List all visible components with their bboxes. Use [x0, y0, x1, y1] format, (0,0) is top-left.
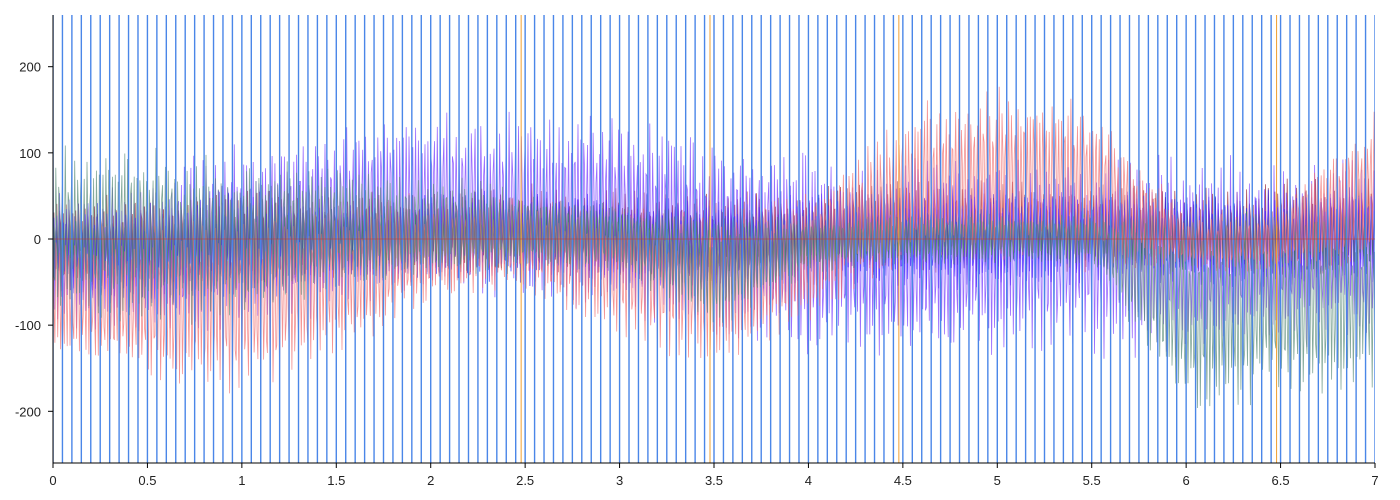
- x-tick-label: 0.5: [138, 473, 156, 488]
- y-tick-label: -200: [15, 404, 41, 419]
- x-tick-label: 4.5: [894, 473, 912, 488]
- x-tick-label: 4: [805, 473, 812, 488]
- x-tick-label: 6: [1183, 473, 1190, 488]
- x-tick-label: 1.5: [327, 473, 345, 488]
- x-tick-label: 2.5: [516, 473, 534, 488]
- y-tick-label: 200: [19, 60, 41, 75]
- axes: 0 0.5 1 1.5 2 2.5 3 3.5 4 4.5 5 5.5 6 6.5 7 200 100 0 -100…: [15, 15, 1379, 488]
- x-tick-label: 2: [427, 473, 434, 488]
- x-tick-label: 5.5: [1083, 473, 1101, 488]
- x-tick-label: 5: [994, 473, 1001, 488]
- x-tick-label: 7: [1371, 473, 1378, 488]
- y-tick-label: 0: [34, 232, 41, 247]
- x-tick-label: 3: [616, 473, 623, 488]
- y-tick-label: 100: [19, 146, 41, 161]
- x-tick-label: 3.5: [705, 473, 723, 488]
- x-tick-label: 0: [49, 473, 56, 488]
- plot-area: [53, 15, 1375, 463]
- y-tick-label: -100: [15, 318, 41, 333]
- x-tick-label: 1: [238, 473, 245, 488]
- x-tick-label: 6.5: [1272, 473, 1290, 488]
